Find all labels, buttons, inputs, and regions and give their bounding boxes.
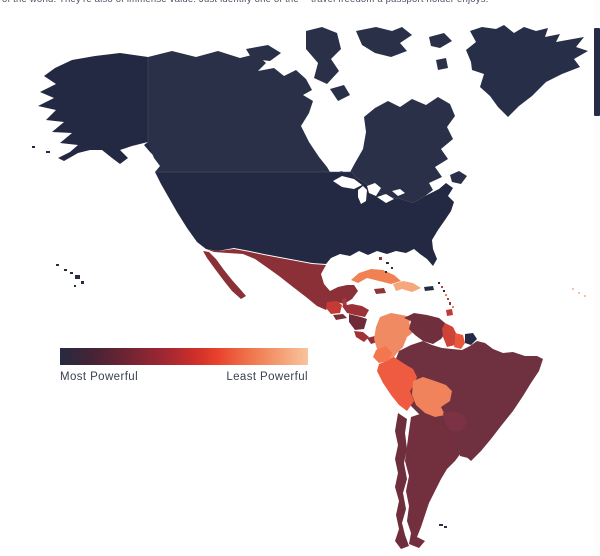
country-french-guiana[interactable] <box>465 333 477 345</box>
country-trinidad[interactable] <box>446 309 453 316</box>
country-uruguay[interactable] <box>459 444 474 458</box>
great-lakes <box>333 176 405 204</box>
country-honduras[interactable] <box>342 304 369 317</box>
country-venezuela[interactable] <box>404 313 447 344</box>
article-text-right-column: travel freedom a passport holder enjoys. <box>311 0 489 6</box>
scrollbar-track[interactable] <box>593 0 600 556</box>
country-peru[interactable] <box>377 357 417 411</box>
legend-gradient-bar <box>60 348 308 365</box>
lesser-antilles-islands[interactable] <box>438 282 454 308</box>
country-border-lines <box>147 57 352 173</box>
hawaii-islands[interactable] <box>56 264 84 287</box>
country-chile[interactable] <box>395 413 409 549</box>
country-bolivia[interactable] <box>412 377 452 417</box>
mexico-baja-peninsula[interactable] <box>203 251 246 299</box>
country-ecuador[interactable] <box>373 346 392 363</box>
falkland-islands[interactable] <box>439 524 447 528</box>
country-greenland[interactable] <box>466 25 588 117</box>
country-usa[interactable] <box>155 172 454 266</box>
legend-label-least-powerful: Least Powerful <box>226 371 308 383</box>
atlantic-islands <box>572 288 586 297</box>
country-guyana[interactable] <box>442 323 457 347</box>
canada-arctic-islands[interactable] <box>165 27 467 184</box>
country-suriname[interactable] <box>454 333 465 349</box>
country-cuba[interactable] <box>351 269 401 284</box>
country-puerto-rico[interactable] <box>424 286 434 291</box>
country-costa-rica[interactable] <box>354 331 369 342</box>
legend: Most Powerful Least Powerful <box>60 348 308 383</box>
country-hispaniola[interactable] <box>393 281 421 292</box>
bahamas-islands[interactable] <box>379 257 393 273</box>
country-guatemala[interactable] <box>326 301 342 314</box>
scrollbar-thumb[interactable] <box>594 28 600 116</box>
article-text-row: of the world. They're also of immense va… <box>0 0 592 7</box>
article-text-left-column: of the world. They're also of immense va… <box>2 0 299 6</box>
country-argentina[interactable] <box>405 413 461 548</box>
legend-label-most-powerful: Most Powerful <box>60 371 138 383</box>
country-mexico[interactable] <box>206 249 358 310</box>
country-alaska-us[interactable] <box>38 53 148 164</box>
country-jamaica[interactable] <box>374 288 386 294</box>
country-paraguay[interactable] <box>443 411 467 431</box>
country-canada[interactable] <box>148 51 455 203</box>
country-belize[interactable] <box>342 298 347 307</box>
country-el-salvador[interactable] <box>333 314 347 320</box>
country-brazil[interactable] <box>393 341 543 461</box>
country-nicaragua[interactable] <box>349 314 367 330</box>
aleutian-islands <box>32 146 108 153</box>
